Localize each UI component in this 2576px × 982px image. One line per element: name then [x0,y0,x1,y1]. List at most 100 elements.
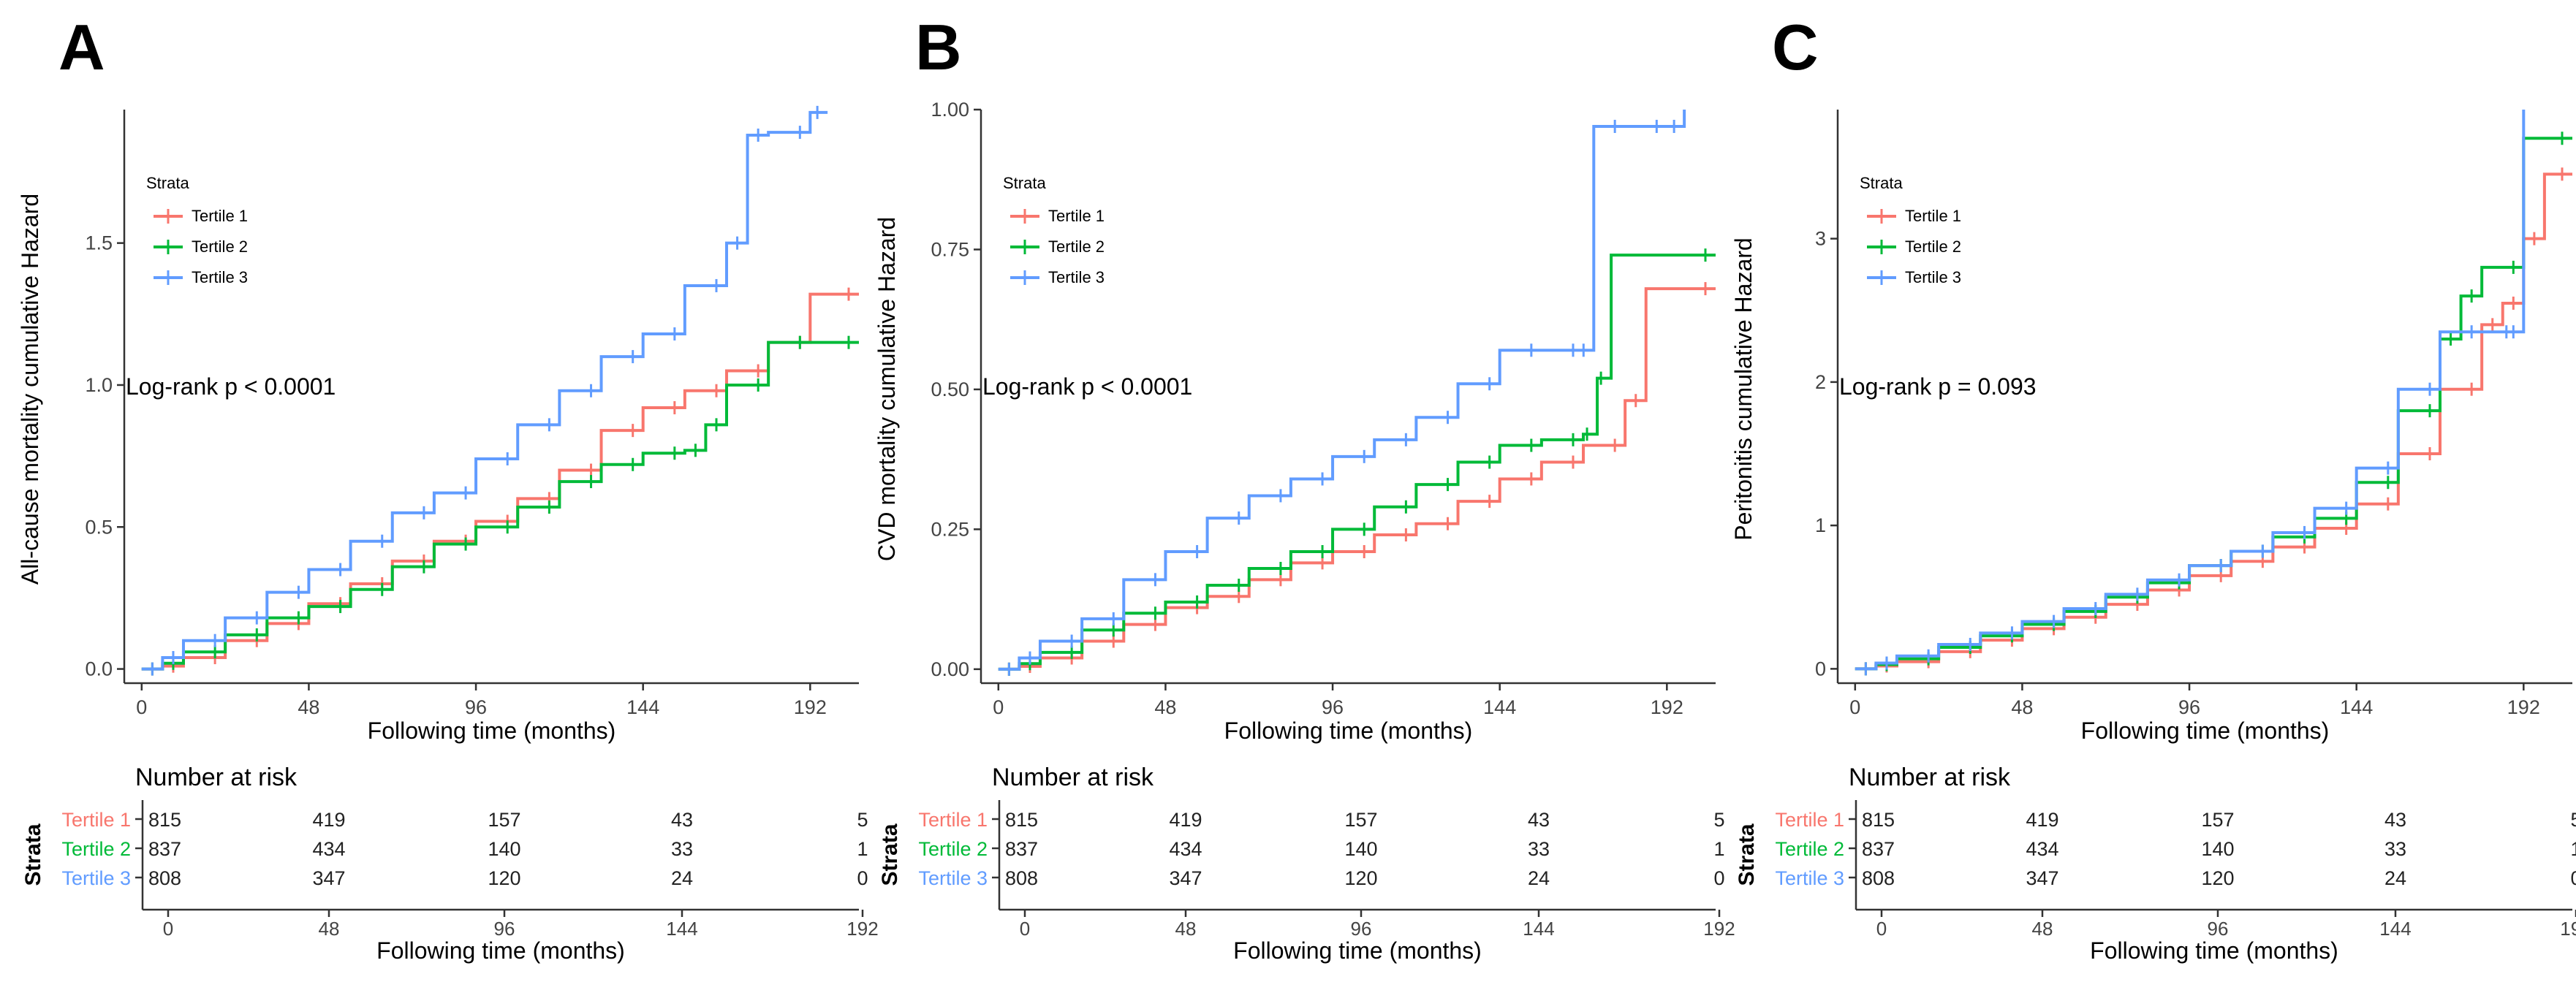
legend-label: Tertile 2 [1905,237,1961,256]
series-line-tertile-1 [1855,172,2572,671]
risk-cell: 140 [1344,838,1377,860]
risk-cell: 434 [2026,838,2058,860]
series-line-tertile-3 [1855,110,2526,671]
x-tick-label: 0 [993,696,1004,718]
risk-table-title: Number at risk [1849,764,2011,791]
risk-table-x-tick-label: 48 [2032,918,2053,940]
risk-cell: 347 [1169,867,1202,889]
series-line-tertile-1 [141,292,859,671]
y-tick-label: 1.00 [931,99,969,121]
risk-cell: 419 [312,809,345,831]
risk-cell: 120 [1344,867,1377,889]
legend-label: Tertile 1 [1048,207,1105,225]
series-line-tertile-2 [998,254,1716,671]
risk-row-label: Tertile 1 [918,809,988,831]
x-tick-label: 96 [1322,696,1344,718]
risk-table: Number at risk Strata Tertile 1 815 419 157 43… [878,764,1735,964]
risk-cell: 1 [2570,838,2576,860]
legend-title: Strata [146,174,189,192]
risk-cell: 24 [1528,867,1550,889]
y-tick-label: 0.00 [931,658,969,680]
risk-row-label: Tertile 2 [918,838,988,860]
x-tick-label: 48 [1154,696,1176,718]
risk-table-x-tick-label: 48 [319,918,340,940]
risk-table: Number at risk Strata Tertile 1 815 419 157 43… [1735,764,2576,964]
risk-cell: 347 [312,867,345,889]
risk-table-x-tick-label: 192 [1703,918,1735,940]
y-tick-label: 0.25 [931,518,969,540]
x-tick-label: 192 [794,696,827,718]
risk-cell: 157 [488,809,520,831]
series-line-tertile-1 [998,287,1716,671]
risk-table-x-tick-label: 144 [2379,918,2411,940]
risk-table: Number at risk Strata Tertile 1 815 419 157 43… [21,764,879,964]
risk-cell: 837 [1862,838,1895,860]
risk-cell: 347 [2026,867,2058,889]
risk-cell: 434 [312,838,345,860]
risk-table-x-tick-label: 192 [846,918,878,940]
x-tick-label: 144 [2340,696,2373,718]
risk-table-x-label: Following time (months) [2090,937,2338,964]
risk-table-x-tick-label: 96 [494,918,515,940]
risk-row-label: Tertile 2 [61,838,131,860]
panel-c: C 0 1 2 3 0 48 96 144 192 Following time (months) P… [1730,11,2576,964]
series-line-tertile-3 [998,110,1686,671]
y-tick-label: 1 [1815,514,1826,536]
y-tick-label: 0.50 [931,378,969,400]
legend-label: Tertile 1 [1905,207,1961,225]
risk-table-title: Number at risk [992,764,1154,791]
panel-b: B 0.00 0.25 0.50 0.75 1.00 0 48 96 144 192 Followin… [874,11,1735,964]
x-tick-label: 96 [2178,696,2200,718]
risk-table-strata-label: Strata [21,823,45,886]
y-axis-label: All-cause mortality cumulative Hazard [17,194,43,585]
risk-cell: 815 [1005,809,1038,831]
risk-row-label: Tertile 3 [1775,867,1844,889]
y-tick-label: 0.5 [85,516,113,538]
x-tick-label: 48 [298,696,319,718]
panel-label: C [1772,11,1819,83]
x-axis-label: Following time (months) [2081,718,2330,744]
risk-cell: 43 [671,809,693,831]
risk-cell: 140 [2201,838,2234,860]
risk-cell: 808 [1005,867,1038,889]
risk-row-label: Tertile 3 [918,867,988,889]
risk-cell: 33 [1528,838,1550,860]
risk-table-strata-label: Strata [1735,823,1759,886]
x-tick-label: 144 [1483,696,1516,718]
log-rank-annotation: Log-rank p < 0.0001 [982,373,1192,400]
panel-label: B [915,11,962,83]
x-tick-label: 96 [465,696,487,718]
legend-title: Strata [1860,174,1903,192]
risk-cell: 1 [1713,838,1724,860]
risk-cell: 120 [488,867,520,889]
risk-row-label: Tertile 3 [61,867,131,889]
y-tick-label: 1.5 [85,232,113,254]
risk-cell: 1 [857,838,868,860]
risk-cell: 808 [148,867,181,889]
risk-cell: 5 [1713,809,1724,831]
risk-cell: 837 [148,838,181,860]
x-axis-label: Following time (months) [1224,718,1473,744]
risk-cell: 5 [857,809,868,831]
risk-cell: 808 [1862,867,1895,889]
x-tick-label: 192 [1651,696,1683,718]
y-tick-label: 0 [1815,658,1826,680]
log-rank-annotation: Log-rank p < 0.0001 [126,373,336,400]
risk-table-x-tick-label: 144 [1523,918,1554,940]
x-tick-label: 144 [626,696,659,718]
y-tick-label: 1.0 [85,374,113,396]
risk-cell: 815 [148,809,181,831]
risk-cell: 157 [2201,809,2234,831]
plot-area [1855,110,2572,676]
risk-row-label: Tertile 2 [1775,838,1844,860]
risk-table-title: Number at risk [135,764,298,791]
risk-table-x-tick-label: 48 [1175,918,1197,940]
risk-cell: 33 [671,838,693,860]
risk-cell: 434 [1169,838,1202,860]
plot-area [141,105,859,676]
risk-table-x-tick-label: 96 [2208,918,2229,940]
panel-a: A 0.0 0.5 1.0 1.5 0 48 96 144 192 Following time (… [17,11,879,964]
risk-cell: 140 [488,838,520,860]
